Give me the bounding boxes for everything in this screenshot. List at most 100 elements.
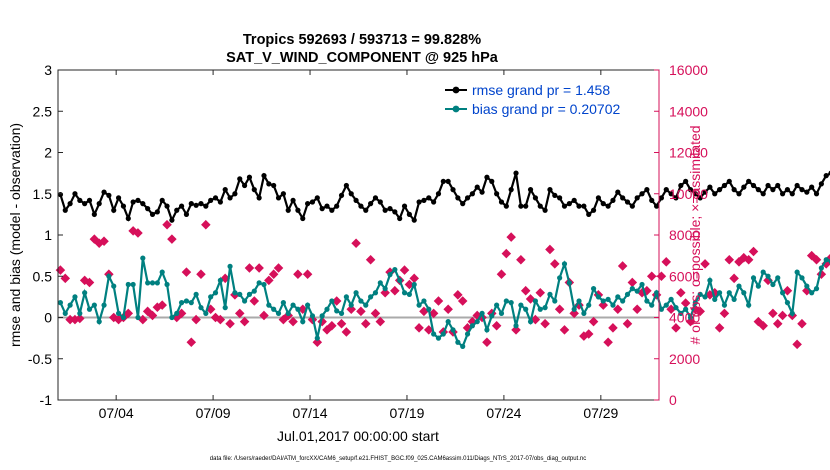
rmse-point [421,197,427,203]
y2-tick-label: 12000 [669,145,708,161]
rmse-point [198,201,204,207]
obs-count-point [79,275,90,286]
y-tick-label: -1 [40,392,53,408]
bias-point [804,283,810,289]
x-tick-label: 07/19 [389,405,424,421]
rmse-point [687,187,694,193]
rmse-point [615,189,621,195]
rmse-point [658,195,665,201]
bias-point [460,343,466,349]
obs-count-point [520,285,531,296]
obs-count-point [753,316,764,327]
obs-count-point [293,269,303,279]
bias-point [484,327,490,333]
rmse-point [489,178,495,184]
rmse-point [256,195,262,201]
bias-point [566,280,572,286]
obs-count-point [201,219,211,230]
rmse-point [57,191,64,198]
obs-count-point [583,329,594,339]
obs-count-point [608,323,618,333]
obs-count-point [782,285,793,296]
rmse-point [431,199,437,205]
obs-count-point [108,312,119,323]
bias-point [605,296,611,302]
obs-count-point [336,318,347,329]
bias-point [809,290,815,296]
bias-point [450,327,456,333]
obs-count-point [186,337,197,348]
bias-point [532,298,539,304]
obs-count-point [399,265,410,275]
obs-count-point [249,296,260,306]
bias-point [445,319,451,325]
rmse-point [178,203,185,209]
bias-point [692,300,698,306]
bias-point [227,263,233,269]
obs-count-point [327,320,337,331]
obs-count-point [734,257,744,267]
rmse-point [590,207,597,213]
rmse-point [120,203,127,209]
rmse-point [334,203,340,209]
bias-point [746,302,752,308]
rmse-point [634,195,640,201]
bias-point [246,291,253,297]
rmse-point [523,203,529,209]
obs-count-point [535,287,546,298]
y-tick-label: 1.5 [33,186,53,202]
rmse-point [67,201,73,207]
rmse-point [164,203,170,209]
rmse-point [445,178,451,184]
obs-count-point [361,318,371,329]
rmse-point [503,203,509,209]
rmse-point [673,195,679,201]
rmse-point [343,182,349,189]
bias-point [668,296,674,302]
rmse-point [314,195,320,201]
x-tick-label: 07/29 [583,405,618,421]
rmse-point [721,182,728,189]
bias-point [435,335,442,341]
obs-count-point [196,269,206,279]
y-tick-label: -0.5 [28,351,52,367]
rmse-point [712,191,718,197]
rmse-point [237,176,243,182]
rmse-point [82,201,88,207]
bias-point [678,310,684,316]
rmse-point [581,203,587,209]
bias-point [67,302,73,308]
y-tick-label: 2 [44,145,52,161]
rmse-point [741,184,747,190]
bias-point [644,298,650,304]
obs-count-point [99,236,109,246]
bias-point [106,273,112,279]
obs-count-point [433,296,444,306]
obs-count-point [569,308,579,319]
rmse-point [280,191,286,197]
bias-point [319,313,325,319]
rmse-point [208,197,214,203]
bias-point [91,302,97,308]
bias-series-markers [57,255,830,349]
plot-area [55,69,830,401]
y2-axis-label: # of obs: o=possible; ×=assimilated [687,125,703,344]
bias-point [707,277,713,283]
rmse-point [193,202,199,208]
obs-count-point [346,304,356,315]
obs-count-point [729,273,739,284]
legend-bias-label: bias grand pr = 0.20702 [472,101,620,117]
obs-count-point [375,316,386,327]
obs-count-point [550,259,560,269]
rmse-point [295,207,301,213]
bias-point [576,298,582,304]
bias-point [779,290,786,296]
bias-point [440,331,446,337]
bias-point [101,302,107,308]
rmse-point [106,192,112,198]
rmse-point [804,189,810,195]
bias-point [581,310,587,316]
rmse-point [416,199,422,205]
rmse-point [789,191,795,197]
rmse-point [537,203,543,209]
